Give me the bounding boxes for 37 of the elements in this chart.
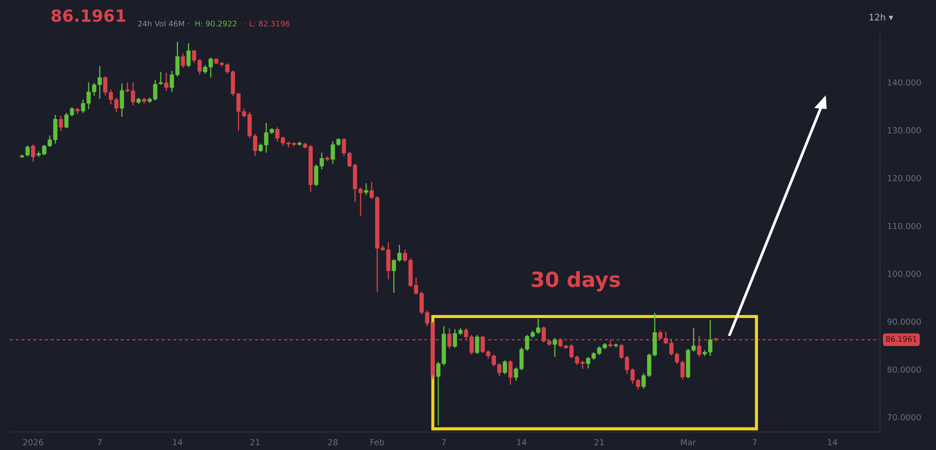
x-tick-label: 14 — [828, 439, 838, 446]
x-tick-label: 14 — [517, 439, 526, 446]
candlestick — [180, 53, 186, 69]
candlestick — [120, 82, 124, 118]
y-tick-label: 70.0000 — [888, 414, 921, 420]
candlestick — [447, 328, 452, 349]
candlestick — [508, 360, 513, 386]
candlestick — [164, 72, 168, 92]
text: 12h ▾ — [870, 14, 894, 20]
candlestick — [502, 360, 507, 375]
x-tick-label: 14 — [173, 439, 182, 446]
x-tick-label: 21 — [250, 439, 260, 446]
candlestick — [58, 115, 63, 132]
text: 86.1961 — [52, 9, 126, 22]
x-tick-label: Mar — [681, 439, 696, 446]
candlestick — [158, 71, 163, 86]
y-tick-label: 80.0000 — [888, 366, 921, 373]
annotation: 30 days — [532, 271, 620, 292]
y-tick-label: 140.000 — [888, 79, 921, 86]
candlestick — [475, 334, 480, 355]
candlestick — [364, 182, 368, 196]
y-tick-label: 100.000 — [888, 270, 921, 277]
y-tick-label: 110.000 — [888, 222, 921, 230]
x-tick-label: 28 — [328, 439, 338, 446]
x-tick-label: 7 — [752, 439, 757, 446]
y-tick-label: 130.000 — [888, 127, 921, 134]
y-tick-label: 90.0000 — [887, 318, 921, 325]
x-tick-label: 2026 — [23, 439, 44, 446]
y-tick-label: 120.000 — [888, 174, 921, 182]
x-tick-label: 21 — [594, 439, 604, 446]
x-tick-label: 7 — [442, 439, 446, 446]
x-tick-label: 7 — [98, 439, 102, 446]
candlestick — [552, 337, 557, 358]
candlestick — [25, 144, 30, 158]
candlestick — [31, 144, 36, 162]
candlestick — [186, 42, 191, 68]
x-tick-label: Feb — [370, 438, 384, 446]
